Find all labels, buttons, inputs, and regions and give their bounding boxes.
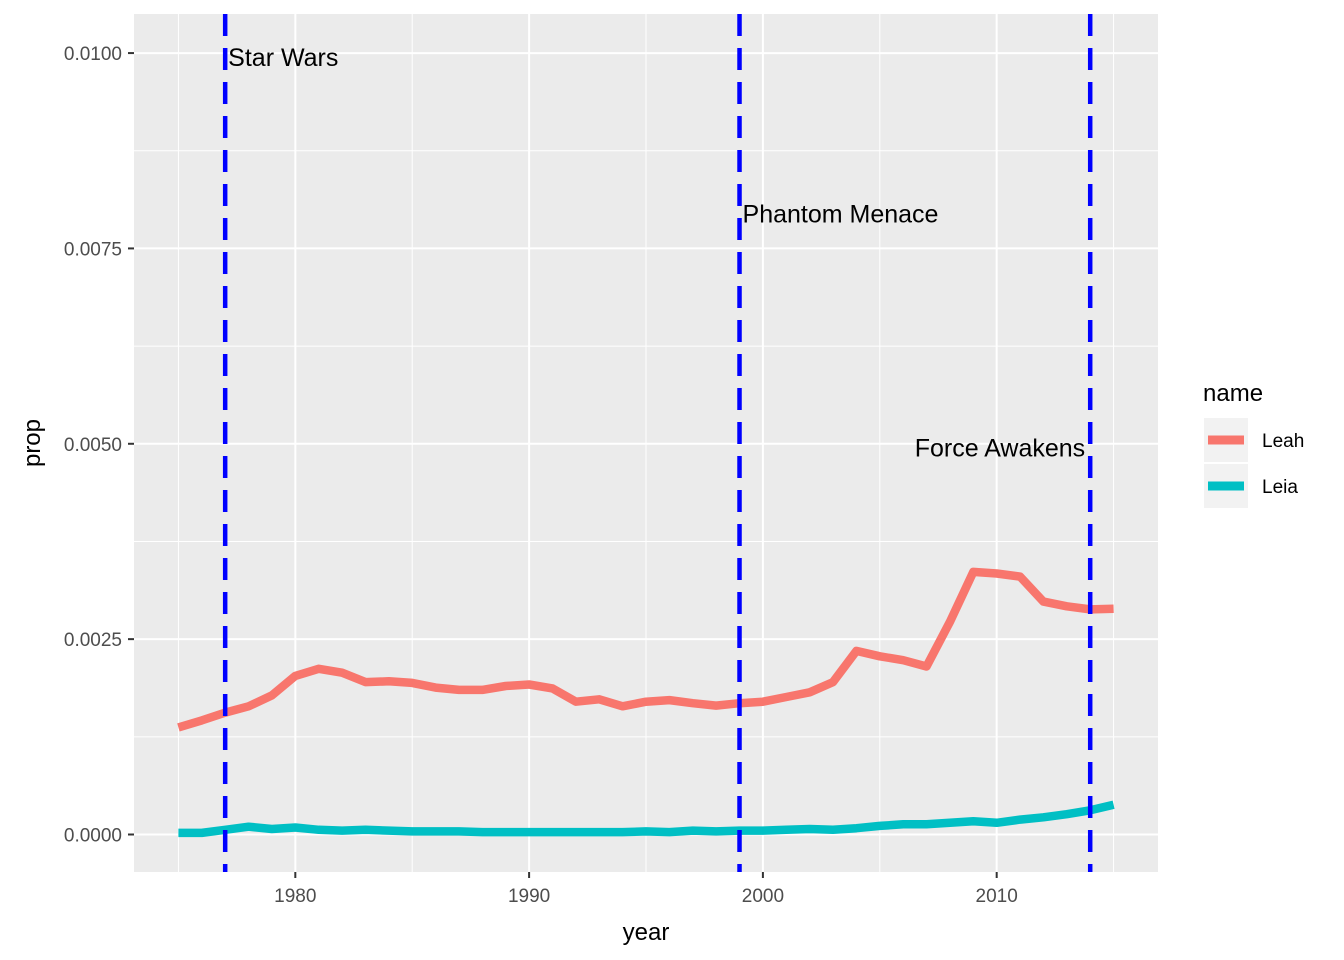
event-label-0: Star Wars (228, 44, 338, 72)
y-tick-label: 0.0000 (64, 825, 122, 846)
y-tick-label: 0.0025 (64, 630, 122, 651)
x-axis-ticks: 1980 1990 2000 2010 (274, 872, 1018, 907)
series-lines (177, 567, 1115, 838)
event-labels: Star Wars Phantom Menace Force Awakens (228, 44, 1085, 463)
event-label-2: Force Awakens (915, 435, 1085, 463)
x-tick-label: 1990 (508, 886, 550, 907)
event-label-1: Phantom Menace (743, 200, 939, 228)
y-axis-title: prop (19, 419, 46, 467)
event-lines (222, 14, 1093, 872)
y-tick-label: 0.0100 (64, 44, 122, 65)
legend-label-leia: Leia (1262, 477, 1298, 498)
y-tick-label: 0.0050 (64, 435, 122, 456)
legend-title: name (1203, 380, 1263, 407)
x-tick-label: 1980 (274, 886, 316, 907)
x-tick-label: 2010 (976, 886, 1018, 907)
x-axis-title: year (623, 919, 670, 946)
y-tick-label: 0.0075 (64, 239, 122, 260)
series-line-leah (177, 567, 1114, 732)
legend-label-leah: Leah (1262, 431, 1304, 452)
y-axis-ticks: 0.0000 0.0025 0.0050 0.0075 0.0100 (64, 44, 134, 846)
series-line-leia (178, 800, 1115, 838)
x-tick-label: 2000 (742, 886, 784, 907)
legend: name Leah Leia (1203, 380, 1304, 508)
